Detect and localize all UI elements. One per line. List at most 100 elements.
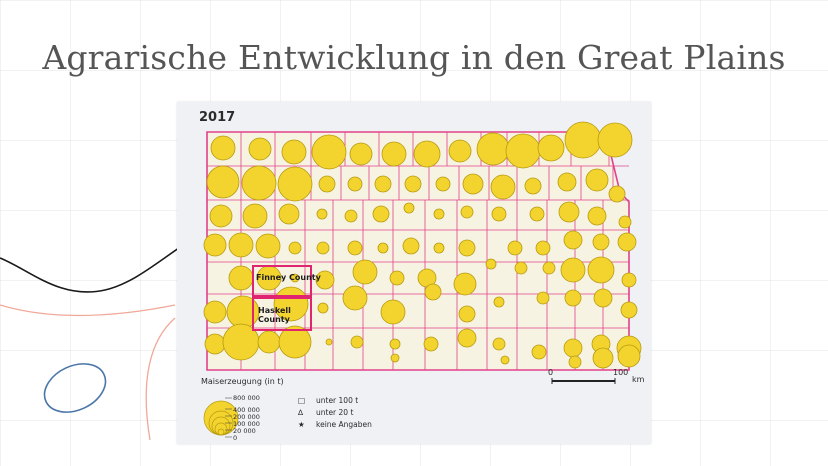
corn-production-circle bbox=[433, 208, 445, 220]
corn-production-circle bbox=[344, 209, 358, 223]
legend-circle bbox=[217, 428, 225, 436]
corn-production-circle bbox=[537, 134, 565, 162]
corn-production-circle bbox=[203, 300, 227, 324]
corn-production-circle bbox=[558, 201, 580, 223]
corn-production-circle bbox=[325, 338, 333, 346]
corn-production-circle bbox=[228, 232, 254, 258]
corn-production-circle bbox=[317, 302, 329, 314]
corn-production-circle bbox=[290, 273, 300, 283]
map-photo: 2017 Finney County Haskell County 0 100 … bbox=[177, 102, 651, 444]
haskell-county-highlight bbox=[252, 297, 312, 331]
corn-production-circle bbox=[592, 233, 610, 251]
corn-production-circle bbox=[228, 265, 254, 291]
corn-production-circle bbox=[485, 258, 497, 270]
corn-production-circle bbox=[457, 328, 477, 348]
legend-triangle-text: unter 20 t bbox=[316, 408, 354, 417]
corn-production-circle bbox=[347, 176, 363, 192]
corn-production-circle bbox=[377, 242, 389, 254]
corn-production-circle bbox=[460, 205, 474, 219]
corn-production-circle bbox=[206, 165, 240, 199]
corn-production-circle bbox=[563, 338, 583, 358]
corn-production-circle bbox=[277, 166, 313, 202]
corn-production-circle bbox=[226, 295, 260, 329]
corn-production-circle bbox=[248, 137, 272, 161]
corn-production-circle bbox=[241, 165, 277, 201]
finney-county-highlight bbox=[252, 265, 312, 297]
corn-production-circle bbox=[381, 141, 407, 167]
corn-production-circle bbox=[500, 355, 510, 365]
corn-production-circle bbox=[585, 168, 609, 192]
corn-production-circle bbox=[505, 133, 541, 169]
corn-production-circle bbox=[535, 240, 551, 256]
corn-production-circle bbox=[350, 335, 364, 349]
corn-production-circle bbox=[404, 175, 422, 193]
corn-production-circle bbox=[587, 206, 607, 226]
corn-production-circle bbox=[507, 240, 523, 256]
corn-production-circle bbox=[349, 142, 373, 166]
corn-production-circle bbox=[563, 230, 583, 250]
corn-production-circle bbox=[560, 257, 586, 283]
pink-curve-line-1 bbox=[0, 304, 176, 317]
corn-production-circle bbox=[568, 355, 582, 369]
corn-production-circle bbox=[255, 233, 281, 259]
corn-production-circle bbox=[458, 305, 476, 323]
black-wave-line bbox=[0, 231, 206, 293]
corn-production-circle bbox=[557, 172, 577, 192]
corn-production-circle bbox=[281, 139, 307, 165]
corn-production-circle bbox=[433, 242, 445, 254]
corn-production-circle bbox=[257, 330, 281, 354]
label-haskell-line2: County bbox=[258, 315, 290, 324]
corn-production-circle bbox=[524, 177, 542, 195]
legend-value-800000: 800 000 bbox=[233, 394, 260, 402]
corn-production-circle bbox=[389, 338, 401, 350]
legend-value-100000: 100 000 bbox=[233, 420, 260, 428]
scale-end-label: 100 bbox=[613, 368, 629, 377]
corn-production-circle bbox=[621, 272, 637, 288]
corn-production-circle bbox=[424, 283, 442, 301]
corn-production-circle bbox=[448, 139, 472, 163]
corn-production-circle bbox=[402, 237, 420, 255]
corn-production-circle bbox=[529, 206, 545, 222]
legend-triangle-icon: ∆ bbox=[298, 408, 304, 417]
scale-start-label: 0 bbox=[548, 368, 554, 377]
legend-square-icon: □ bbox=[298, 396, 306, 405]
corn-production-circle bbox=[288, 241, 302, 255]
corn-production-circle bbox=[204, 333, 226, 355]
corn-production-circle bbox=[318, 175, 336, 193]
corn-production-circle bbox=[617, 344, 641, 368]
corn-production-circle bbox=[617, 232, 637, 252]
legend-value-20000: 20 000 bbox=[233, 427, 256, 435]
corn-production-circle bbox=[372, 205, 390, 223]
corn-production-circle bbox=[210, 135, 236, 161]
corn-production-circle bbox=[564, 289, 582, 307]
label-haskell-county: Haskell County bbox=[258, 306, 291, 324]
corn-production-circle bbox=[316, 208, 328, 220]
legend-star-text: keine Angaben bbox=[316, 420, 372, 429]
corn-production-circle bbox=[316, 241, 330, 255]
corn-production-circle bbox=[531, 344, 547, 360]
corn-production-circle bbox=[491, 206, 507, 222]
label-finney-county: Finney County bbox=[256, 273, 321, 282]
legend-title: Maiserzeugung (in t) bbox=[201, 377, 284, 386]
slide-title: Agrarische Entwicklung in den Great Plai… bbox=[42, 38, 786, 77]
corn-production-circle bbox=[593, 288, 613, 308]
corn-production-circle bbox=[389, 270, 405, 286]
corn-production-circle bbox=[242, 203, 268, 229]
corn-production-circle bbox=[315, 270, 335, 290]
corn-production-circle bbox=[492, 337, 506, 351]
corn-production-circle bbox=[536, 291, 550, 305]
corn-production-circle bbox=[403, 202, 415, 214]
corn-production-circle bbox=[592, 347, 614, 369]
map-year: 2017 bbox=[199, 110, 236, 125]
corn-production-circle bbox=[278, 325, 312, 359]
label-haskell-line1: Haskell bbox=[258, 306, 291, 315]
corn-production-circle bbox=[278, 203, 300, 225]
corn-production-circle bbox=[435, 176, 451, 192]
legend-value-200000: 200 000 bbox=[233, 413, 260, 421]
corn-production-circle bbox=[514, 261, 528, 275]
corn-production-circle bbox=[490, 174, 516, 200]
corn-production-circle bbox=[311, 134, 347, 170]
corn-production-circle bbox=[476, 132, 510, 166]
corn-production-circle bbox=[374, 175, 392, 193]
corn-production-circle bbox=[608, 185, 626, 203]
